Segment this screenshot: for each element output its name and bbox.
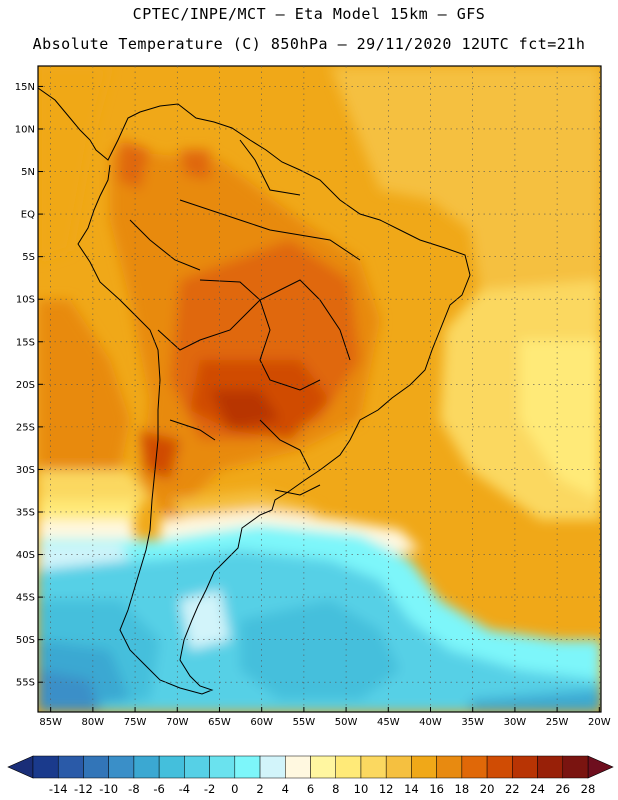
colorbar-swatch bbox=[486, 755, 513, 779]
lon-label: 65W bbox=[208, 717, 231, 728]
map-frame bbox=[37, 65, 602, 713]
colorbar-label: 28 bbox=[581, 782, 596, 796]
colorbar-swatch bbox=[234, 755, 261, 779]
lat-label: 15N bbox=[15, 82, 35, 93]
lat-label: 5S bbox=[22, 252, 35, 263]
lat-label: 10N bbox=[15, 124, 35, 135]
colorbar-label: 16 bbox=[429, 782, 444, 796]
lat-label: 35S bbox=[16, 507, 35, 518]
colorbar-swatch bbox=[285, 755, 311, 779]
colorbar-swatch bbox=[83, 755, 109, 779]
colorbar-swatch bbox=[133, 755, 160, 779]
lon-label: 30W bbox=[504, 717, 527, 728]
colorbar-swatch bbox=[360, 755, 387, 779]
colorbar-label: 12 bbox=[379, 782, 394, 796]
colorbar-label: -14 bbox=[49, 782, 68, 796]
colorbar-high-arrow bbox=[587, 755, 614, 779]
colorbar-swatch bbox=[335, 755, 362, 779]
colorbar-swatch bbox=[209, 755, 236, 779]
colorbar-low-arrow bbox=[7, 755, 34, 779]
colorbar-label: -6 bbox=[153, 782, 164, 796]
colorbar-swatch bbox=[158, 755, 185, 779]
lon-label: 85W bbox=[39, 717, 62, 728]
colorbar-label: 14 bbox=[404, 782, 419, 796]
lon-label: 25W bbox=[546, 717, 569, 728]
colorbar-label: 22 bbox=[505, 782, 520, 796]
coastline bbox=[38, 87, 471, 695]
colorbar-label: -4 bbox=[179, 782, 190, 796]
lat-label: 30S bbox=[16, 465, 35, 476]
colorbar-label: -8 bbox=[128, 782, 139, 796]
lat-label: 50S bbox=[16, 635, 35, 646]
lon-label: 35W bbox=[461, 717, 484, 728]
lon-label: 70W bbox=[166, 717, 189, 728]
colorbar-swatch bbox=[512, 755, 538, 779]
longitude-labels: 85W 80W 75W 70W 65W 60W 55W 50W 45W 40W 35W 30W 25W 2… bbox=[39, 717, 610, 728]
lon-label: 75W bbox=[124, 717, 147, 728]
colorbar-swatch bbox=[310, 755, 336, 779]
colorbar-swatch bbox=[108, 755, 135, 779]
colorbar-label: -12 bbox=[74, 782, 93, 796]
colorbar-swatch bbox=[57, 755, 84, 779]
lon-label: 80W bbox=[82, 717, 105, 728]
colorbar-label: 24 bbox=[530, 782, 545, 796]
colorbar-swatch bbox=[537, 755, 564, 779]
colorbar-label: -2 bbox=[204, 782, 215, 796]
colorbar-swatch bbox=[184, 755, 210, 779]
colorbar-label: 4 bbox=[282, 782, 289, 796]
colorbar-label: 0 bbox=[231, 782, 238, 796]
lat-label: EQ bbox=[21, 210, 35, 221]
colorbar-label: 10 bbox=[354, 782, 369, 796]
lon-label: 50W bbox=[335, 717, 358, 728]
colorbar-label: 8 bbox=[332, 782, 339, 796]
colorbar-swatch bbox=[385, 755, 412, 779]
latitude-labels: 15N 10N 5N EQ 5S 10S 15S 20S 25S 30S 35S 40S 45S 50S 5… bbox=[15, 82, 35, 689]
temperature-field bbox=[38, 66, 601, 712]
colorbar-label: 26 bbox=[555, 782, 570, 796]
colorbar-label: -10 bbox=[99, 782, 118, 796]
colorbar bbox=[7, 755, 614, 779]
lon-label: 45W bbox=[377, 717, 400, 728]
map-title-variable: Absolute Temperature (C) 850hPa – 29/11/… bbox=[32, 35, 586, 53]
colorbar-label: 2 bbox=[256, 782, 263, 796]
lat-label: 20S bbox=[16, 380, 35, 391]
lon-label: 40W bbox=[419, 717, 442, 728]
colorbar-swatch bbox=[411, 755, 437, 779]
lat-label: 45S bbox=[16, 593, 35, 604]
colorbar-label: 18 bbox=[455, 782, 470, 796]
lon-label: 55W bbox=[293, 717, 316, 728]
lat-label: 55S bbox=[16, 678, 35, 689]
graticule bbox=[38, 66, 601, 712]
map-title-source: CPTEC/INPE/MCT – Eta Model 15km – GFS bbox=[132, 5, 486, 23]
colorbar-swatch bbox=[259, 755, 286, 779]
colorbar-swatch bbox=[562, 755, 589, 779]
colorbar-label: 6 bbox=[307, 782, 314, 796]
lon-label: 20W bbox=[588, 717, 611, 728]
lon-label: 60W bbox=[250, 717, 273, 728]
colorbar-swatch bbox=[32, 755, 59, 779]
lat-label: 25S bbox=[16, 422, 35, 433]
lat-label: 10S bbox=[16, 295, 35, 306]
colorbar-swatch bbox=[461, 755, 488, 779]
colorbar-label: 20 bbox=[480, 782, 495, 796]
lat-label: 15S bbox=[16, 337, 35, 348]
lat-label: 40S bbox=[16, 550, 35, 561]
lat-label: 5N bbox=[21, 167, 35, 178]
colorbar-swatch bbox=[436, 755, 463, 779]
colorbar-labels: -14 -12 -10 -8 -6 -4 -2 0 2 4 6 8 10 12 14 16 18 20 22 24 26… bbox=[49, 782, 595, 796]
